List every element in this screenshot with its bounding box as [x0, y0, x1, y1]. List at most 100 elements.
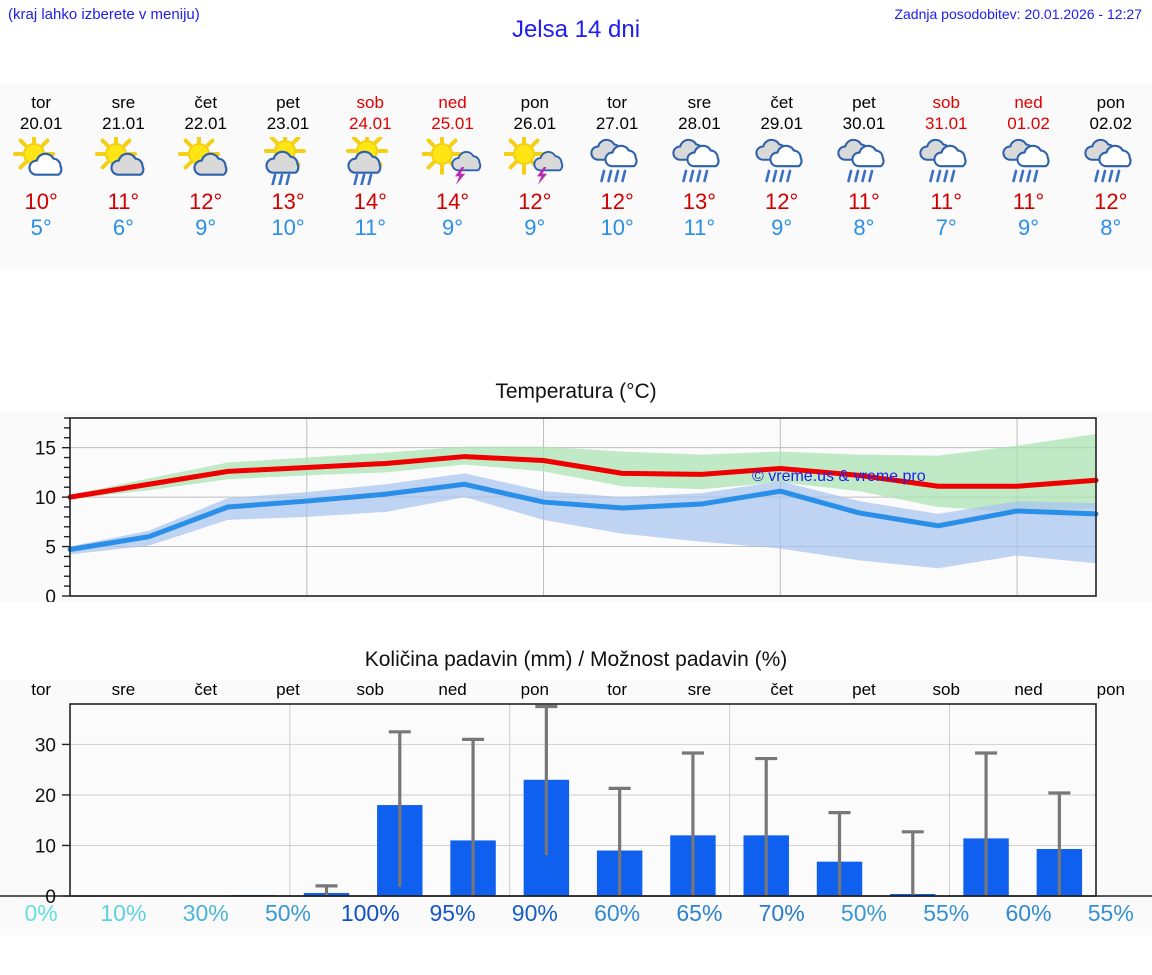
- sun-cloud-rain-icon: [339, 137, 401, 185]
- precipitation-y-tick-label: 30: [35, 735, 56, 756]
- precipitation-error-bar: [755, 756, 778, 896]
- forecast-temp-min: 9°: [524, 215, 546, 240]
- precipitation-day-label: sre: [111, 680, 136, 699]
- forecast-day-column[interactable]: sob 31.01 11° 7°: [905, 84, 987, 269]
- forecast-day-column[interactable]: sre 21.01 11° 6°: [82, 84, 164, 269]
- precipitation-day-labels: tor sre čet pet sob ned pon tor sre čet pet sob ned p…: [0, 680, 1152, 704]
- forecast-temp-max: 12°: [189, 189, 223, 214]
- precipitation-day-label: ned: [438, 680, 467, 699]
- precipitation-probability-label: 55%: [923, 900, 970, 926]
- forecast-day-name: ned: [1014, 93, 1043, 112]
- temperature-y-tick-label: 10: [35, 488, 56, 509]
- sun-cloud-storm-icon: [421, 137, 484, 185]
- forecast-day-date: 22.01: [184, 114, 227, 133]
- precipitation-day-label: sre: [687, 680, 712, 699]
- forecast-temp-max: 11°: [1012, 189, 1045, 214]
- precipitation-probability-label: 50%: [840, 900, 887, 926]
- forecast-temp-min: 9°: [195, 215, 217, 240]
- forecast-day-column[interactable]: tor 27.01 12° 10°: [576, 84, 658, 269]
- precipitation-probability-label: 30%: [182, 900, 229, 926]
- forecast-temp-max: 14°: [353, 189, 387, 214]
- forecast-temp-min: 8°: [853, 215, 875, 240]
- precipitation-error-bar: [901, 830, 924, 896]
- forecast-day-name: tor: [607, 93, 628, 112]
- precipitation-probability-label: 10%: [100, 900, 147, 926]
- precipitation-probability-label: 100%: [340, 900, 400, 926]
- forecast-temp-max: 11°: [107, 189, 140, 214]
- cloud-rain-icon: [668, 137, 730, 185]
- precipitation-error-bar: [975, 751, 998, 896]
- forecast-temp-min: 11°: [354, 215, 387, 240]
- forecast-day-column[interactable]: ned 25.01 14° 9°: [411, 84, 493, 269]
- precipitation-chart-section: Količina padavin (mm) / Možnost padavin …: [0, 640, 1152, 975]
- forecast-day-name: čet: [194, 93, 218, 112]
- forecast-day-column[interactable]: pet 30.01 11° 8°: [823, 84, 905, 269]
- page-header: (kraj lahko izberete v meniju) Jelsa 14 …: [0, 0, 1152, 78]
- forecast-temp-min: 7°: [935, 215, 957, 240]
- precipitation-error-bar: [681, 751, 704, 896]
- forecast-day-column[interactable]: pet 23.01 13° 10°: [247, 84, 329, 269]
- forecast-day-date: 21.01: [102, 114, 145, 133]
- sun-cloud-icon: [10, 137, 72, 185]
- forecast-temp-max: 14°: [435, 189, 470, 214]
- forecast-day-column[interactable]: pon 02.02 12° 8°: [1070, 84, 1152, 269]
- precipitation-day-label: tor: [607, 680, 628, 699]
- forecast-day-name: čet: [770, 93, 794, 112]
- forecast-day-date: 27.01: [595, 114, 639, 133]
- cloud-rain-icon: [1080, 137, 1142, 185]
- precipitation-error-bar: [1048, 791, 1071, 896]
- forecast-day-name: tor: [31, 93, 52, 112]
- sun-cloud-storm-icon: [503, 137, 566, 185]
- precipitation-error-bar: [828, 811, 851, 896]
- forecast-day-column[interactable]: sob 24.01 14° 11°: [329, 84, 411, 269]
- temperature-y-tick-label: 0: [45, 587, 56, 602]
- precipitation-y-tick-label: 0: [45, 887, 56, 908]
- precipitation-day-label: ned: [1014, 680, 1043, 699]
- forecast-day-column[interactable]: tor 20.01 10° 5°: [0, 84, 82, 269]
- temperature-range-band: [70, 433, 1096, 512]
- precipitation-day-label: tor: [31, 680, 52, 699]
- forecast-day-column[interactable]: ned 01.02 11° 9°: [987, 84, 1069, 269]
- forecast-day-column[interactable]: sre 28.01 13° 11°: [658, 84, 740, 269]
- temperature-line: [67, 454, 1099, 500]
- precipitation-day-label: pon: [520, 680, 550, 699]
- forecast-day-date: 24.01: [348, 114, 392, 133]
- sun-cloud-icon: [92, 137, 154, 185]
- forecast-temp-min: 5°: [30, 215, 52, 240]
- forecast-day-column[interactable]: pon 26.01 12° 9°: [494, 84, 576, 269]
- sun-cloud-rain-icon: [257, 137, 319, 185]
- precipitation-probability-label: 90%: [511, 900, 558, 926]
- forecast-day-name: ned: [438, 93, 467, 112]
- precipitation-probability-label: 60%: [1005, 900, 1052, 926]
- forecast-temp-min: 9°: [1017, 215, 1040, 240]
- forecast-day-name: pon: [1096, 93, 1125, 112]
- temperature-line: [67, 481, 1099, 553]
- precipitation-probability-label: 95%: [429, 900, 476, 926]
- forecast-temp-max: 12°: [518, 189, 552, 214]
- precipitation-error-bar: [608, 786, 631, 896]
- temperature-y-tick-label: 5: [45, 538, 56, 559]
- forecast-temp-max: 12°: [765, 189, 799, 214]
- forecast-day-column[interactable]: čet 29.01 12° 9°: [741, 84, 823, 269]
- forecast-temp-min: 9°: [442, 215, 464, 240]
- precipitation-error-bar: [388, 730, 411, 887]
- precipitation-probability-label: 55%: [1087, 900, 1134, 926]
- temperature-y-tick-label: 15: [35, 439, 56, 460]
- precipitation-day-label: pet: [852, 680, 876, 699]
- forecast-day-column[interactable]: čet 22.01 12° 9°: [165, 84, 247, 269]
- forecast-day-name: pon: [520, 93, 550, 112]
- cloud-rain-icon: [586, 137, 648, 185]
- forecast-temp-max: 13°: [271, 189, 305, 214]
- precipitation-day-label: pon: [1096, 680, 1125, 699]
- cloud-rain-icon: [998, 137, 1060, 185]
- precipitation-day-label: čet: [770, 680, 794, 699]
- precipitation-y-tick-label: 10: [35, 836, 56, 857]
- forecast-day-date: 29.01: [760, 114, 803, 133]
- precipitation-probability-label: 0%: [24, 900, 58, 926]
- precipitation-probability-row: 0% 10% 30% 50% 100% 95% 90% 60% 65% 70% 50% 55% 60% 5…: [0, 900, 1152, 927]
- forecast-temp-max: 13°: [682, 189, 717, 214]
- forecast-temp-max: 12°: [1094, 189, 1128, 214]
- forecast-day-name: pet: [276, 93, 300, 112]
- precipitation-chart-title: Količina padavin (mm) / Možnost padavin …: [364, 648, 788, 671]
- forecast-temp-min: 11°: [683, 215, 716, 240]
